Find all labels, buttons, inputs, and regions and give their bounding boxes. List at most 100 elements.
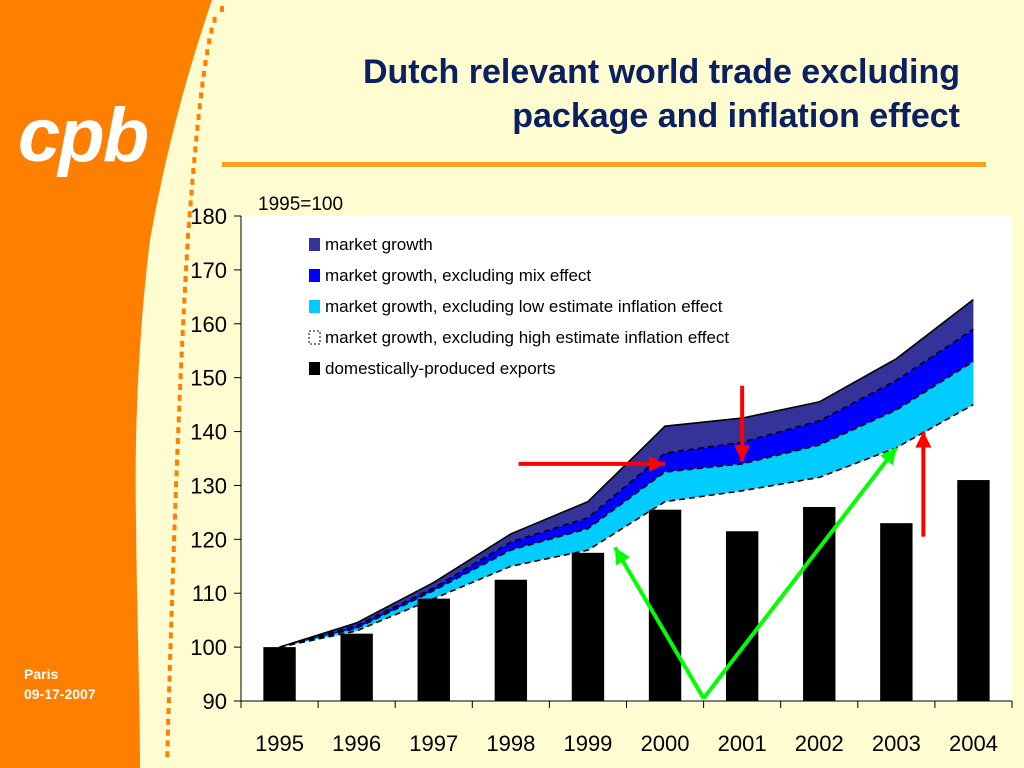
y-tick-label: 160 [190, 312, 227, 337]
sidebar-dash [167, 675, 172, 682]
legend-swatch [309, 362, 320, 375]
x-tick-label: 2003 [872, 731, 921, 756]
x-tick-label: 1995 [255, 731, 304, 756]
sidebar-dash [177, 394, 182, 401]
area-band-3 [279, 361, 974, 648]
legend-swatch [308, 330, 321, 345]
y-tick-label: 180 [190, 204, 227, 229]
sidebar-dash [174, 470, 179, 477]
x-tick-label: 2000 [641, 731, 690, 756]
sidebar-panel [0, 0, 212, 768]
bar-1997 [417, 598, 450, 701]
sidebar-dash [184, 254, 189, 261]
sidebar-dash [194, 135, 199, 142]
sidebar-dash [172, 513, 177, 520]
sidebar-dash [173, 502, 178, 509]
sidebar-dash [176, 427, 181, 434]
sidebar-dash [169, 621, 174, 628]
sidebar-dash [168, 632, 173, 639]
y-tick-label: 120 [190, 527, 227, 552]
bar-2000 [648, 509, 682, 701]
bar-1998 [494, 579, 528, 701]
bar-1995 [263, 647, 296, 701]
sidebar-dash [193, 146, 198, 153]
series-line-3 [279, 360, 974, 648]
annotation-arrow-line [702, 446, 898, 700]
x-tick-label: 1996 [332, 731, 381, 756]
annotation-arrow-head [649, 455, 666, 472]
x-tick-label: 2002 [795, 731, 844, 756]
bar-2003 [880, 523, 913, 701]
sidebar-decor [0, 0, 224, 768]
sidebar-dash [167, 686, 172, 693]
legend-swatch [309, 300, 320, 313]
sidebar-dash [197, 103, 202, 110]
sidebar-dash [170, 567, 175, 574]
legend-swatch [309, 269, 320, 282]
sidebar-dash [179, 351, 184, 358]
sidebar-dash [167, 664, 172, 671]
legend-label: market growth, excluding mix effect [325, 266, 591, 285]
area-band-2 [279, 329, 974, 648]
sidebar-dash [199, 92, 204, 99]
legend-label: domestically-produced exports [325, 359, 556, 378]
x-tick-label: 2004 [949, 731, 998, 756]
sidebar-dash [209, 27, 214, 34]
sidebar-dash [186, 222, 191, 228]
sidebar-dash [177, 405, 182, 412]
bar-1999 [571, 552, 605, 701]
sidebar-dash [178, 384, 183, 390]
sidebar-dash [169, 610, 174, 617]
series-line-2 [279, 328, 974, 648]
legend-label: market growth, excluding low estimate in… [325, 297, 723, 316]
area-band-1 [279, 299, 974, 648]
sidebar-dash [205, 49, 210, 56]
sidebar-dash [191, 168, 196, 174]
sidebar-dash [196, 114, 201, 120]
sidebar-dash [174, 459, 179, 466]
sidebar-dash [207, 38, 212, 45]
sidebar-dash [212, 16, 217, 23]
sidebar-dash [166, 718, 171, 725]
sidebar-dash [188, 200, 193, 207]
annotation-arrow-head [734, 445, 751, 462]
y-tick-label: 100 [190, 635, 227, 660]
annotation-arrow-head [880, 447, 897, 466]
chart-index-note: 1995=100 [258, 194, 344, 215]
sidebar-dash [181, 308, 186, 315]
sidebar-dash [220, 6, 224, 12]
sidebar-dash [176, 416, 181, 423]
sidebar-dash [182, 297, 187, 304]
sidebar-dash [183, 276, 188, 282]
sidebar-dash [173, 492, 178, 498]
sidebar-dash [200, 81, 205, 88]
sidebar-dash [168, 654, 173, 660]
sidebar-dash [165, 729, 170, 736]
sidebar-dash [203, 60, 208, 66]
sidebar-dash [171, 556, 176, 563]
bar-2002 [803, 507, 836, 701]
sidebar-dash [190, 178, 195, 185]
y-tick-label: 110 [192, 581, 227, 606]
y-tick-label: 140 [190, 420, 227, 445]
cpb-logo: cpb [18, 93, 149, 178]
legend-swatch [309, 238, 320, 251]
sidebar-dash [165, 751, 170, 758]
footer-date: 09-17-2007 [24, 686, 96, 702]
sidebar-dash [168, 643, 173, 650]
bar-2004 [957, 480, 990, 701]
x-tick-label: 1999 [563, 731, 612, 756]
sidebar-dash [201, 70, 206, 77]
sidebar-dash [179, 362, 184, 369]
y-tick-label: 130 [190, 473, 227, 498]
sidebar-dash [171, 546, 176, 552]
sidebar-dash [172, 524, 177, 531]
sidebar-dash [165, 740, 170, 747]
slide-title: Dutch relevant world trade excluding pac… [200, 50, 960, 138]
x-tick-label: 1997 [409, 731, 458, 756]
sidebar-dash [166, 697, 171, 704]
x-tick-label: 2001 [718, 731, 767, 756]
y-tick-label: 170 [190, 258, 227, 283]
chart: 90 100 110 120 130 140 150 160 170 180 1995 1996 199… [190, 204, 1013, 756]
